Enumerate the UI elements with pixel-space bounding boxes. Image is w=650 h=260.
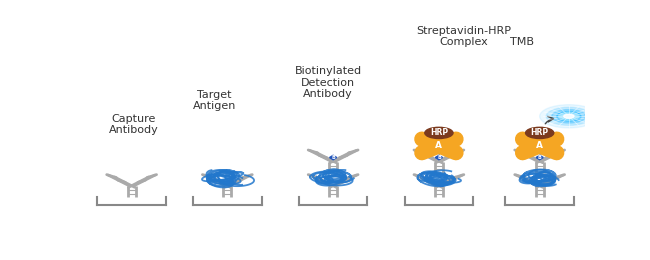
Text: B: B — [437, 155, 441, 160]
Circle shape — [526, 127, 554, 139]
Circle shape — [425, 127, 453, 139]
Circle shape — [540, 105, 598, 128]
Text: A: A — [536, 141, 543, 151]
Text: B: B — [538, 155, 541, 160]
Text: Target
Antigen: Target Antigen — [193, 90, 237, 111]
Polygon shape — [536, 155, 543, 160]
Circle shape — [552, 109, 586, 123]
Text: B: B — [332, 155, 335, 160]
Circle shape — [559, 112, 579, 120]
Text: Biotinylated
Detection
Antibody: Biotinylated Detection Antibody — [294, 66, 361, 99]
Text: Capture
Antibody: Capture Antibody — [109, 114, 159, 135]
Text: Streptavidin-HRP
Complex: Streptavidin-HRP Complex — [416, 26, 512, 47]
Text: TMB: TMB — [510, 37, 534, 47]
Polygon shape — [330, 155, 337, 160]
Text: HRP: HRP — [430, 128, 448, 138]
Circle shape — [564, 114, 574, 118]
Text: A: A — [436, 141, 443, 151]
Text: HRP: HRP — [530, 128, 549, 138]
Circle shape — [557, 112, 581, 121]
Circle shape — [546, 107, 592, 125]
Polygon shape — [436, 155, 443, 160]
